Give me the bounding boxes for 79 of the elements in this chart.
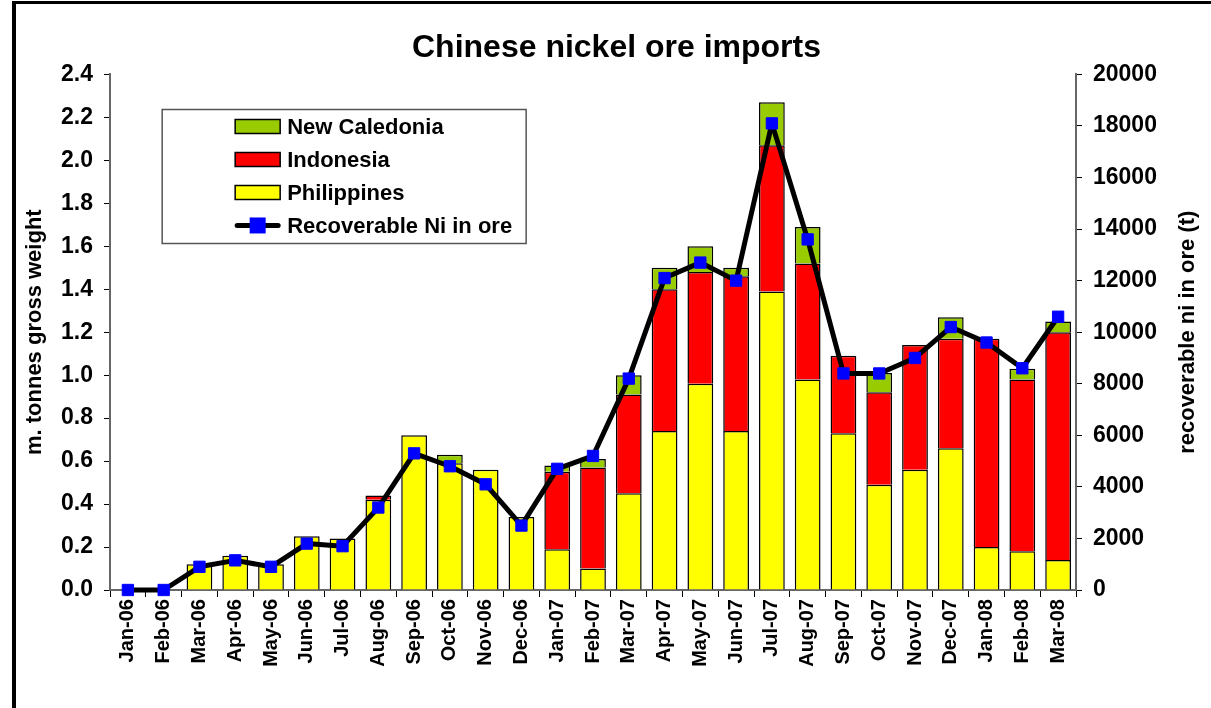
- y2-tick-label: 18000: [1093, 111, 1157, 138]
- x-tick-label: Nov-06: [473, 599, 496, 666]
- x-tick-label: Jul-07: [759, 599, 782, 657]
- y-tick-label: 2.0: [61, 145, 93, 172]
- point: [193, 560, 206, 573]
- y2-tick-label: 8000: [1093, 369, 1145, 396]
- x-tick-label: Feb-07: [580, 599, 603, 664]
- point: [908, 351, 922, 365]
- point: [586, 449, 600, 463]
- y-tick-label: 0.6: [61, 446, 93, 473]
- x-tick-label: Feb-08: [1009, 599, 1032, 664]
- x-tick-label: Jan-07: [544, 599, 567, 663]
- point: [1051, 310, 1065, 323]
- y2-tick-label: 10000: [1093, 317, 1157, 344]
- x-tick-label: Apr-07: [652, 599, 675, 663]
- y-axis-title: m. tonnes gross weight: [21, 208, 47, 456]
- y2-axis-title: recoverable ni in ore (t): [1174, 210, 1200, 454]
- x-tick-label: Sep-06: [401, 599, 424, 665]
- x-tick-label: Jan-06: [115, 599, 138, 663]
- point: [157, 583, 170, 597]
- x-tick-label: May-06: [258, 599, 281, 667]
- point: [729, 274, 743, 287]
- x-tick-label: Jun-07: [723, 599, 746, 664]
- y2-tick-label: 0: [1093, 575, 1106, 602]
- point: [837, 367, 850, 380]
- y-tick-label: 2.2: [61, 102, 93, 129]
- point: [229, 554, 242, 567]
- point: [372, 501, 385, 514]
- x-tick-label: Aug-07: [795, 599, 818, 667]
- point: [551, 462, 564, 475]
- x-tick-label: May-07: [687, 599, 710, 667]
- x-tick-label: Dec-07: [938, 599, 961, 665]
- x-tick-label: Oct-07: [866, 599, 889, 662]
- y-tick-label: 0.2: [61, 532, 93, 559]
- y-tick-label: 1.4: [61, 274, 94, 301]
- x-tick-label: Aug-06: [365, 599, 388, 667]
- y2-tick-label: 4000: [1093, 472, 1145, 499]
- point: [1016, 362, 1029, 375]
- y2-tick-label: 14000: [1093, 214, 1157, 241]
- point: [479, 478, 492, 491]
- legend-label: Philippines: [287, 179, 405, 205]
- y2-tick-label: 20000: [1093, 59, 1157, 86]
- point: [443, 460, 457, 473]
- point: [873, 367, 886, 380]
- point: [336, 540, 349, 553]
- point: [300, 537, 313, 550]
- x-tick-label: Dec-06: [508, 599, 531, 665]
- y-tick-label: 0.8: [61, 403, 94, 430]
- x-tick-label: Jul-06: [330, 599, 353, 657]
- y-tick-label: 1.2: [61, 317, 93, 344]
- x-tick-label: Jan-08: [974, 599, 997, 663]
- point: [407, 447, 421, 460]
- x-tick-label: Oct-06: [437, 599, 460, 662]
- x-tick-label: Mar-06: [186, 599, 209, 664]
- point: [515, 519, 528, 532]
- legend-label: Recoverable Ni in ore: [287, 212, 513, 238]
- y-tick-label: 1.6: [61, 231, 93, 258]
- x-tick-label: Mar-07: [616, 599, 639, 664]
- y-tick-label: 0.4: [61, 489, 94, 516]
- y2-tick-label: 16000: [1093, 162, 1157, 189]
- x-tick-label: Apr-06: [222, 599, 245, 663]
- x-tick-label: Feb-06: [151, 599, 174, 664]
- x-tick-label: Jun-06: [294, 599, 317, 664]
- chart-title: Chinese nickel ore imports: [411, 28, 822, 65]
- legend-label: Indonesia: [287, 146, 391, 172]
- y-tick-label: 1.0: [61, 360, 93, 387]
- point: [264, 560, 278, 573]
- y2-tick-label: 6000: [1093, 420, 1145, 447]
- x-tick-label: Mar-08: [1045, 599, 1068, 664]
- y-tick-label: 1.8: [61, 188, 94, 215]
- legend-label: New Caledonia: [287, 113, 445, 139]
- y2-tick-label: 12000: [1093, 265, 1157, 292]
- y-tick-label: 0.0: [61, 575, 93, 602]
- point: [980, 336, 993, 349]
- y-tick-label: 2.4: [61, 59, 94, 86]
- y2-tick-label: 2000: [1093, 523, 1145, 550]
- x-tick-label: Sep-07: [830, 599, 853, 665]
- point: [121, 583, 135, 597]
- x-tick-label: Nov-07: [902, 599, 925, 666]
